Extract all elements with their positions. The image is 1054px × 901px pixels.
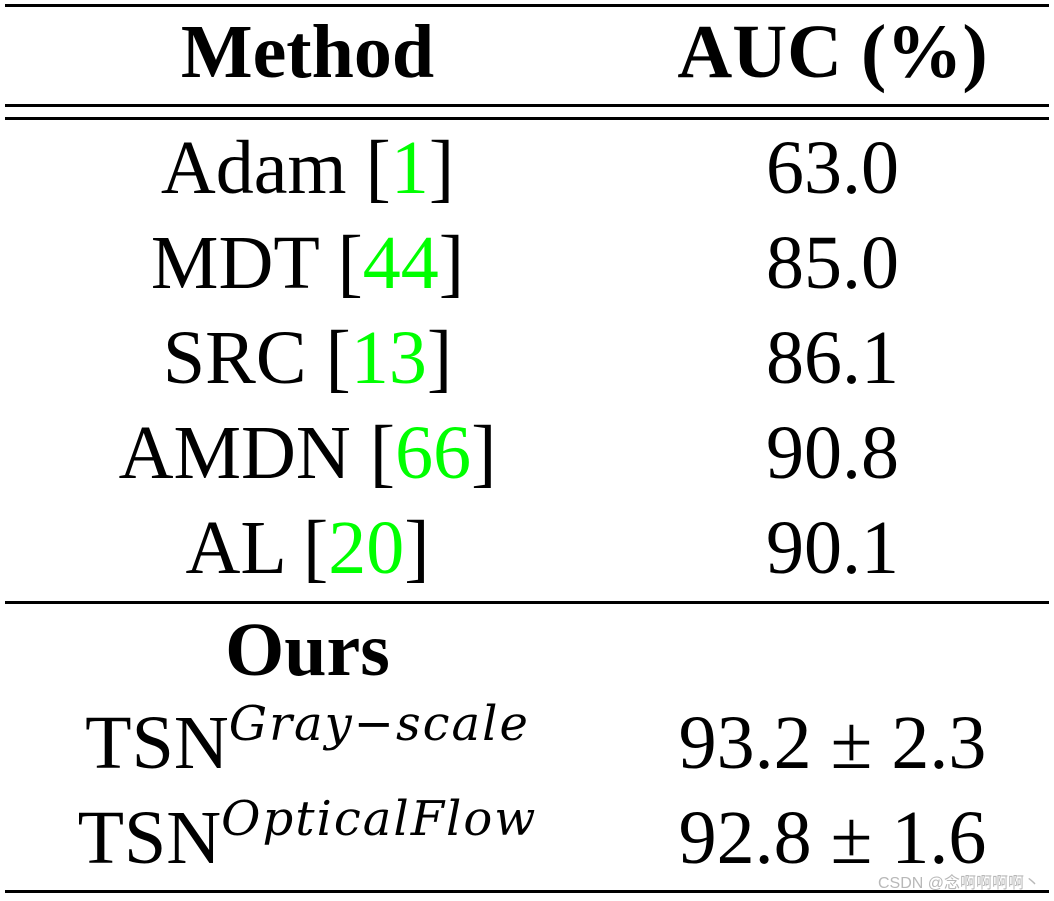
table-row-auc: 63.0 <box>766 126 899 210</box>
section-rule <box>5 601 1049 604</box>
section-label-ours: Ours <box>225 608 390 692</box>
table-row-method: AL [20] <box>185 506 430 590</box>
method-header: Method <box>180 10 435 94</box>
citation-link[interactable]: 1 <box>390 126 429 210</box>
method-name: Adam <box>160 126 347 210</box>
method-base: TSN <box>85 701 229 785</box>
table-row-auc: 93.2 ± 2.3 <box>678 701 987 785</box>
table-row-method: TSNOpticalFlow <box>5 795 610 876</box>
table-row-method: MDT [44] <box>150 221 465 305</box>
method-name: AL <box>185 506 284 590</box>
method-name: SRC <box>162 316 307 400</box>
top-rule <box>5 4 1049 7</box>
method-name: AMDN <box>118 411 351 495</box>
method-name: MDT <box>150 221 319 305</box>
table-row-method: Adam [1] <box>160 126 455 210</box>
citation-link[interactable]: 44 <box>362 221 439 305</box>
table-row-method: AMDN [66] <box>118 411 497 495</box>
table-row-auc: 90.8 <box>766 411 899 495</box>
method-base: TSN <box>77 796 222 880</box>
method-superscript: OpticalFlow <box>221 791 538 847</box>
table-row-auc: 92.8 ± 1.6 <box>678 796 987 880</box>
table-row-auc: 90.1 <box>766 506 899 590</box>
citation-link[interactable]: 66 <box>395 411 472 495</box>
table-row-auc: 85.0 <box>766 221 899 305</box>
citation-link[interactable]: 20 <box>328 506 405 590</box>
header-rule-upper <box>5 104 1049 107</box>
method-superscript: Gray−scale <box>228 696 530 752</box>
table-row-method: SRC [13] <box>162 316 453 400</box>
watermark: CSDN @念啊啊啊啊丶 <box>877 875 1040 892</box>
auc-header: AUC (%) <box>677 10 988 94</box>
table-row-auc: 86.1 <box>766 316 899 400</box>
table-row-method: TSNGray−scale <box>5 700 610 781</box>
citation-link[interactable]: 13 <box>350 316 427 400</box>
header-rule-lower <box>5 117 1049 120</box>
bottom-rule <box>5 890 1049 893</box>
